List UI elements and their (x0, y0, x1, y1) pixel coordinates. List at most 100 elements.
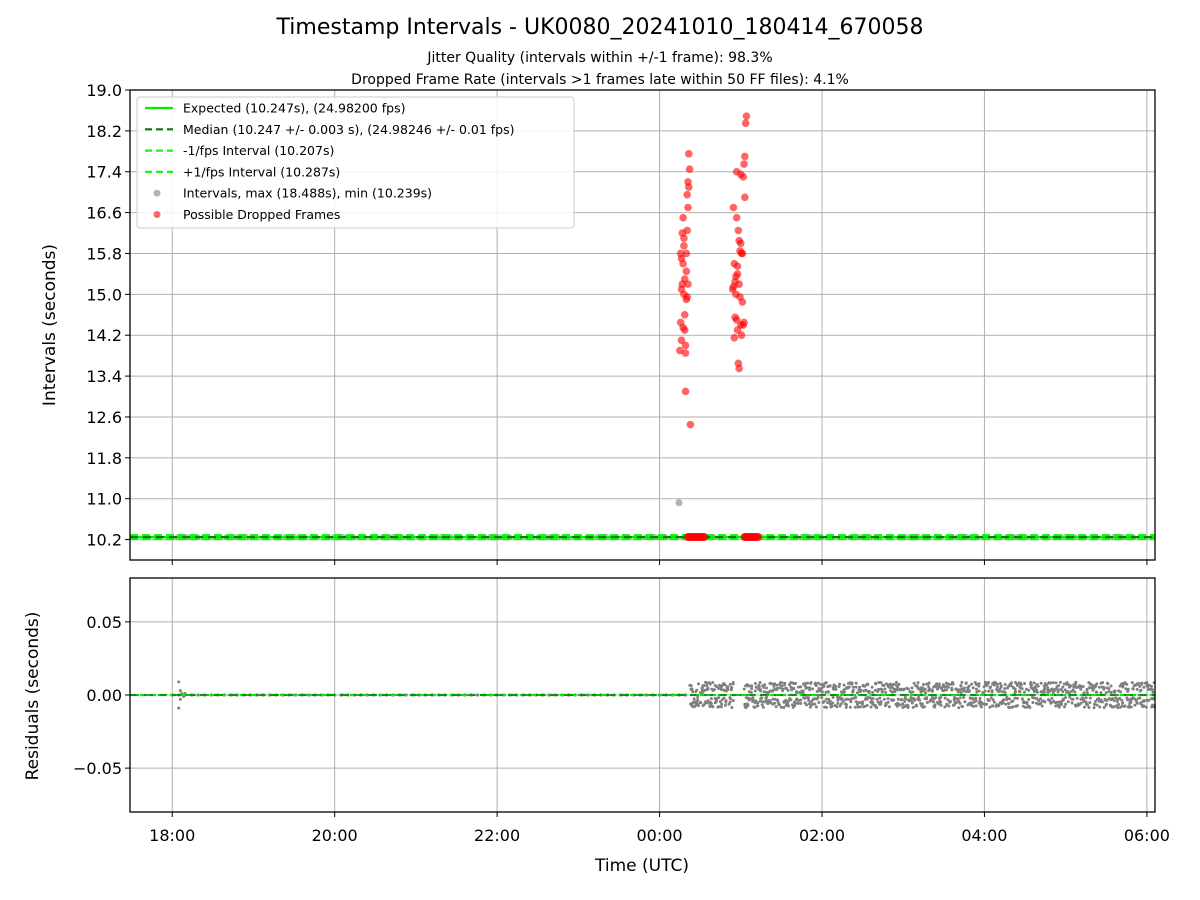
residual-point (975, 690, 979, 694)
residual-point (750, 684, 754, 688)
dropped-frame-point (681, 349, 690, 357)
residual-point (1059, 703, 1063, 707)
residual-point (964, 681, 968, 685)
residual-point (879, 700, 883, 704)
residual-point (952, 703, 956, 707)
residual-point (1048, 699, 1052, 703)
residual-point (842, 690, 846, 694)
legend-entry-label: Median (10.247 +/- 0.003 s), (24.98246 +… (183, 122, 514, 137)
residual-point (934, 696, 938, 700)
residual-point (1093, 700, 1097, 704)
residual-point (936, 687, 940, 691)
residual-point (1031, 700, 1035, 704)
residual-point (692, 697, 696, 701)
residual-point (760, 696, 764, 700)
dropped-frame-point (735, 364, 743, 373)
residual-point (754, 685, 758, 689)
residual-point (1027, 704, 1031, 708)
residual-point (900, 698, 904, 702)
residual-point (712, 688, 716, 692)
residual-point (1146, 685, 1150, 689)
residual-point (933, 703, 937, 707)
residual-point (1068, 691, 1072, 695)
residual-point (1118, 697, 1122, 701)
legend-entry-label: Possible Dropped Frames (183, 207, 340, 222)
residual-point (831, 687, 835, 691)
residual-point (756, 704, 760, 708)
residual-point (1040, 704, 1044, 708)
dropped-frame-point (741, 119, 750, 128)
residual-point (1020, 687, 1024, 691)
dropped-frame-point (740, 160, 748, 168)
residual-point (896, 697, 900, 701)
residual-point (1045, 683, 1049, 687)
residual-point (1043, 700, 1047, 704)
dropped-frame-point (733, 270, 742, 278)
intervals-ytick-label: 10.2 (86, 531, 122, 550)
dropped-frame-point (680, 310, 689, 319)
residual-point (1133, 703, 1137, 707)
residual-point (1129, 705, 1133, 709)
time-xtick-label: 06:00 (1124, 826, 1170, 845)
residual-point (1121, 701, 1125, 705)
residual-point (753, 705, 757, 709)
residual-point (751, 700, 755, 704)
dropped-frame-point (683, 293, 691, 301)
residual-point (967, 684, 971, 688)
residual-point (983, 689, 987, 693)
residual-point (916, 681, 920, 685)
residual-point (840, 697, 844, 701)
interval-outlier-point (675, 499, 683, 507)
chart-title: Timestamp Intervals - UK0080_20241010_18… (276, 15, 924, 40)
residual-point (884, 690, 888, 694)
residual-point (702, 684, 706, 688)
residual-point (1025, 701, 1029, 705)
residual-point (974, 696, 978, 700)
residual-point (705, 684, 709, 688)
residual-point (988, 705, 992, 709)
residual-point (894, 680, 898, 684)
residual-point (946, 685, 950, 689)
residual-point (1147, 698, 1151, 702)
intervals-panel: 10.2 11.0 11.8 12.6 13.4 14.2 15.0 15.8 16.6 17.4… (86, 81, 1156, 565)
residual-point (849, 700, 853, 704)
residual-point (753, 689, 757, 693)
residual-point (834, 687, 838, 691)
residual-point (987, 699, 991, 703)
residual-point (858, 685, 862, 689)
residual-point (957, 706, 961, 710)
residual-point (911, 690, 915, 694)
residual-point (825, 700, 829, 704)
residual-point (1061, 698, 1065, 702)
residual-point (1088, 701, 1092, 705)
residual-point (845, 703, 849, 707)
residual-point (745, 704, 749, 708)
residual-point (775, 698, 779, 702)
legend-entry-label: Intervals, max (18.488s), min (10.239s) (183, 186, 432, 201)
residual-point (1003, 683, 1007, 687)
residual-point (839, 690, 843, 694)
residual-point (1068, 695, 1072, 699)
residual-point (826, 690, 830, 694)
residual-point (809, 681, 813, 685)
residual-point (724, 699, 728, 703)
residual-point (1104, 691, 1108, 695)
residual-point (926, 682, 930, 686)
residual-point (974, 683, 978, 687)
residual-point (824, 681, 828, 685)
residual-point (903, 699, 907, 703)
residual-point (1007, 702, 1011, 706)
residual-point (886, 697, 890, 701)
residual-point (776, 686, 780, 690)
residual-point (869, 705, 873, 709)
residual-point (824, 705, 828, 709)
dropped-frame-point (680, 242, 688, 250)
residual-point (1053, 688, 1057, 692)
residual-point (718, 700, 722, 704)
residual-point (715, 685, 719, 689)
residual-point (997, 689, 1001, 693)
residual-point (476, 693, 480, 697)
residual-point (950, 687, 954, 691)
residual-point (793, 704, 797, 708)
residual-point (757, 683, 761, 687)
